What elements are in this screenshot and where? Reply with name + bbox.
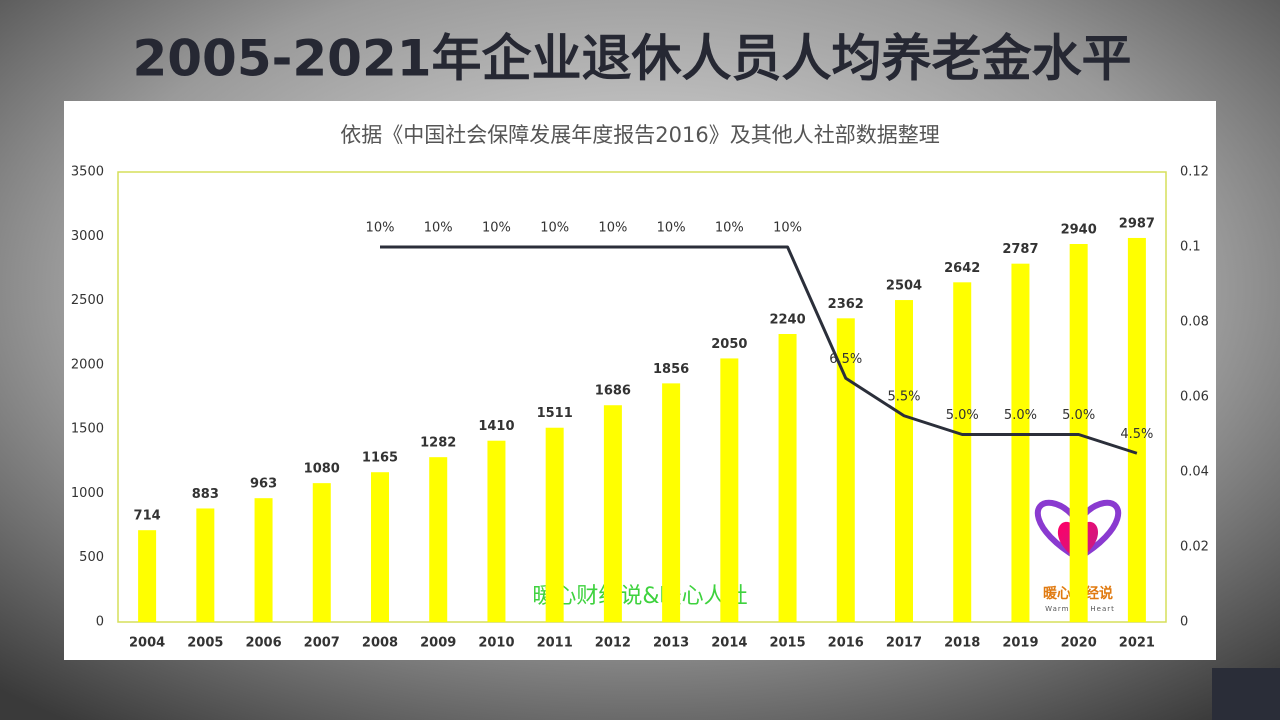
x-tick-label: 2010 — [478, 636, 514, 651]
x-tick-label: 2016 — [828, 636, 864, 651]
y-tick-label: 0 — [96, 615, 104, 630]
bar-value-label: 1165 — [362, 451, 398, 466]
bar — [720, 358, 739, 622]
bar — [254, 498, 273, 622]
x-tick-label: 2009 — [420, 636, 456, 651]
x-tick-label: 2014 — [711, 636, 747, 651]
bar — [895, 300, 913, 622]
y-tick-label: 3500 — [71, 165, 104, 180]
y-tick-label: 2500 — [71, 293, 104, 308]
bar-value-label: 963 — [250, 477, 277, 492]
y-tick-label: 2000 — [71, 357, 104, 372]
line-value-label: 10% — [366, 221, 395, 236]
y-tick-label: 1500 — [71, 422, 104, 437]
bar — [196, 508, 215, 622]
line-value-label: 10% — [540, 221, 569, 236]
bar-value-label: 1080 — [304, 462, 340, 477]
y-tick-label: 1000 — [71, 486, 104, 501]
x-tick-label: 2005 — [187, 636, 223, 651]
y2-tick-label: 0.08 — [1180, 315, 1209, 330]
bar-value-label: 2642 — [944, 261, 980, 276]
watermark: 暖心财经说&暖心人社 — [532, 584, 747, 609]
bar — [662, 383, 681, 622]
x-tick-label: 2019 — [1002, 636, 1038, 651]
y2-tick-label: 0 — [1180, 615, 1188, 630]
x-tick-label: 2012 — [595, 636, 631, 651]
line-value-label: 4.5% — [1120, 427, 1153, 442]
x-tick-label: 2015 — [769, 636, 805, 651]
line-value-label: 10% — [598, 221, 627, 236]
bar-value-label: 714 — [134, 509, 161, 524]
bar — [371, 472, 389, 622]
bar — [836, 318, 855, 622]
y2-tick-label: 0.02 — [1180, 540, 1209, 555]
bar — [603, 405, 622, 622]
bar-value-label: 2050 — [711, 337, 747, 352]
bar-value-label: 2787 — [1002, 242, 1038, 257]
line-value-label: 10% — [424, 221, 453, 236]
x-tick-label: 2021 — [1119, 636, 1155, 651]
bar-value-label: 1410 — [478, 419, 514, 434]
bar-value-label: 2987 — [1119, 216, 1155, 231]
bar — [778, 334, 797, 622]
x-tick-label: 2006 — [245, 636, 281, 651]
slide-title: 2005-2021年企业退休人员人均养老金水平 — [132, 30, 1131, 88]
bar-value-label: 1856 — [653, 362, 689, 377]
y2-tick-label: 0.1 — [1180, 240, 1201, 255]
x-tick-label: 2020 — [1061, 636, 1097, 651]
y-tick-label: 500 — [79, 550, 104, 565]
bar — [1127, 237, 1146, 622]
bar-value-label: 1511 — [537, 406, 573, 421]
bar-value-label: 2940 — [1061, 223, 1097, 238]
chart-subtitle: 依据《中国社会保障发展年度报告2016》及其他人社部数据整理 — [340, 123, 939, 147]
x-tick-label: 2017 — [886, 636, 922, 651]
x-tick-label: 2007 — [304, 636, 340, 651]
bar-value-label: 1686 — [595, 384, 631, 399]
bar — [545, 427, 564, 622]
bar — [138, 530, 157, 622]
line-value-label: 5.0% — [946, 408, 979, 423]
bar-value-label: 2504 — [886, 279, 922, 294]
line-value-label: 5.0% — [1062, 408, 1095, 423]
y-tick-label: 3000 — [71, 229, 104, 244]
y2-tick-label: 0.06 — [1180, 390, 1209, 405]
x-tick-label: 2013 — [653, 636, 689, 651]
bar — [487, 440, 506, 622]
bar — [429, 457, 448, 622]
x-tick-label: 2011 — [537, 636, 573, 651]
bar-value-label: 883 — [192, 487, 219, 502]
x-tick-label: 2004 — [129, 636, 165, 651]
corner-block — [1212, 668, 1280, 720]
y2-tick-label: 0.04 — [1180, 465, 1209, 480]
bar-value-label: 2240 — [769, 313, 805, 328]
line-value-label: 5.5% — [887, 389, 920, 404]
bar — [953, 282, 972, 622]
x-tick-label: 2018 — [944, 636, 980, 651]
bar-value-label: 2362 — [828, 297, 864, 312]
line-value-label: 10% — [773, 221, 802, 236]
line-value-label: 10% — [657, 221, 686, 236]
chart-panel — [64, 101, 1216, 660]
x-tick-label: 2008 — [362, 636, 398, 651]
line-value-label: 5.0% — [1004, 408, 1037, 423]
plot-border — [117, 171, 1167, 623]
bar — [312, 483, 331, 622]
line — [380, 245, 1138, 455]
bar — [1011, 263, 1030, 622]
y2-tick-label: 0.12 — [1180, 165, 1209, 180]
line-value-label: 10% — [482, 221, 511, 236]
bar-value-label: 1282 — [420, 436, 456, 451]
line-value-label: 10% — [715, 221, 744, 236]
